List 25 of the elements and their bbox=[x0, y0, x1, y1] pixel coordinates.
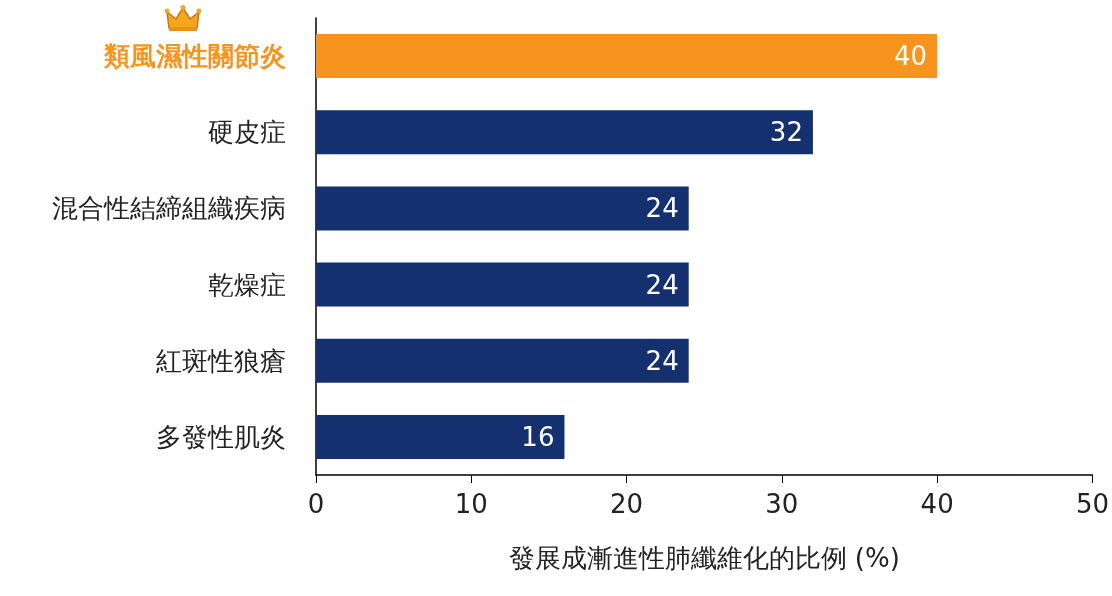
bar bbox=[316, 186, 689, 231]
x-tick-label: 40 bbox=[920, 489, 954, 519]
y-tick-label: 多發性肌炎 bbox=[156, 421, 286, 452]
x-tick-label: 20 bbox=[610, 489, 644, 519]
data-label: 32 bbox=[769, 117, 803, 148]
x-axis-title: 發展成漸進性肺纖維化的比例 (%) bbox=[508, 543, 900, 573]
bar bbox=[316, 414, 565, 459]
y-tick-label: 混合性結締組織疾病 bbox=[52, 193, 286, 224]
x-tick-label: 50 bbox=[1075, 489, 1109, 519]
bar bbox=[316, 338, 689, 383]
data-label: 40 bbox=[894, 41, 928, 72]
x-tick-label: 10 bbox=[454, 489, 488, 519]
y-tick-label: 硬皮症 bbox=[208, 117, 286, 148]
bar bbox=[316, 34, 938, 79]
bar bbox=[316, 262, 689, 307]
data-label: 24 bbox=[645, 269, 679, 300]
data-label: 24 bbox=[645, 345, 679, 376]
data-label: 16 bbox=[521, 421, 555, 452]
data-label: 24 bbox=[645, 193, 679, 224]
x-tick-label: 0 bbox=[307, 489, 325, 519]
y-tick-label: 紅斑性狼瘡 bbox=[156, 345, 286, 376]
x-tick-label: 30 bbox=[765, 489, 799, 519]
bar bbox=[316, 110, 813, 155]
y-tick-label: 類風濕性關節炎 bbox=[103, 41, 286, 72]
y-tick-label: 乾燥症 bbox=[208, 269, 286, 300]
